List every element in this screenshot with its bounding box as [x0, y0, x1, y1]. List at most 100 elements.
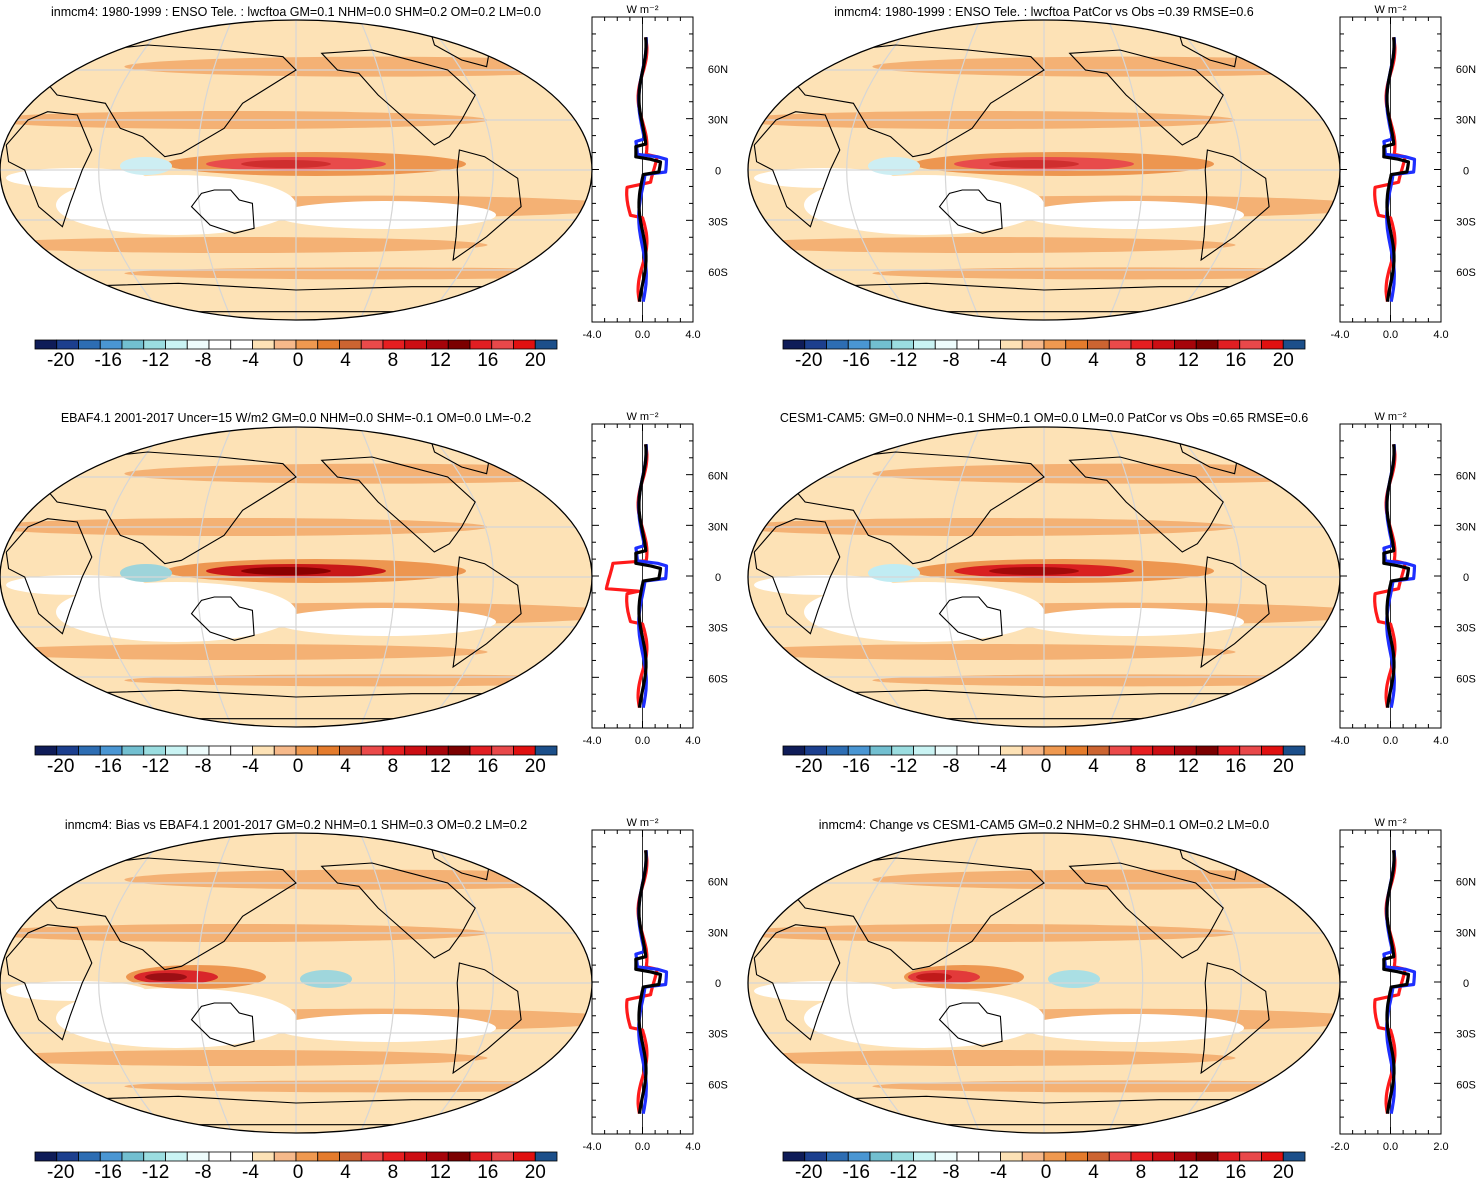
graticule-lon: [196, 427, 233, 727]
colorbar-swatch: [956, 339, 980, 350]
lat-label: 30N: [1456, 927, 1476, 939]
coastline: [1200, 962, 1270, 1075]
contour-white: [1024, 1014, 1244, 1042]
colorbar-swatch: [847, 745, 871, 756]
colorbar-swatch: [273, 745, 297, 756]
graticule-lon: [1107, 20, 1144, 320]
zonal-tick-label: -4.0: [583, 735, 602, 747]
colorbar-label: -12: [142, 756, 169, 777]
colorbar-swatch: [491, 339, 514, 350]
colorbar-label: -12: [890, 1162, 917, 1183]
colorbar-swatch: [1130, 1151, 1154, 1162]
lat-label: 0: [1463, 166, 1469, 178]
zonal-mean-panel-p3: W m⁻² -4.0 0.0 4.0 60N 30N 0 30S 60S: [583, 411, 729, 747]
colorbar-label: -16: [842, 1162, 869, 1183]
colorbar-swatch: [1000, 1151, 1023, 1162]
colorbar-swatch: [99, 1151, 123, 1162]
contour-band: [0, 1050, 488, 1066]
coastline: [1200, 149, 1270, 262]
zonal-mean-panel-p1: W m⁻² -4.0 0.0 4.0 60N 30N 0 30S 60S: [583, 4, 729, 341]
contour-cold: [120, 157, 172, 175]
graticule-lon: [196, 20, 233, 320]
colorbar-swatch: [56, 745, 79, 756]
lat-label: 60N: [708, 877, 728, 889]
colorbar-swatch: [99, 745, 123, 756]
graticule-lon: [944, 20, 981, 320]
colorbar-swatch: [230, 1151, 253, 1162]
colorbar-swatch: [782, 745, 806, 756]
zonal-tick-label: -4.0: [583, 1141, 602, 1153]
zonal-line-2: [634, 444, 663, 708]
panel-title-p1: inmcm4: 1980-1999 : ENSO Tele. : lwcftoa…: [51, 5, 541, 19]
colorbar-swatch: [513, 1151, 536, 1162]
colorbar-swatch: [869, 1151, 893, 1162]
colorbar-swatch: [913, 339, 936, 350]
colorbar-swatch: [913, 745, 936, 756]
colorbar-label: 20: [1273, 1162, 1294, 1183]
colorbar-label: 4: [340, 350, 351, 371]
lat-label: 30S: [708, 623, 728, 635]
contour-anomaly: [989, 567, 1079, 575]
colorbar-swatch: [426, 1151, 449, 1162]
colorbar-swatch: [1087, 1151, 1110, 1162]
colorbar-swatch: [1174, 745, 1197, 756]
colorbar-label: 20: [1273, 756, 1294, 777]
colorbar-swatch: [165, 339, 188, 350]
colorbar-swatch: [1108, 745, 1132, 756]
colorbar-label: -12: [890, 350, 917, 371]
colorbar-swatch: [934, 1151, 958, 1162]
colorbar-label: 4: [1088, 1162, 1099, 1183]
graticule-lon: [196, 833, 233, 1133]
contour-anomaly: [989, 160, 1079, 168]
lat-label: 30S: [708, 216, 728, 228]
colorbar-label: -12: [890, 756, 917, 777]
colorbar-label: 0: [1041, 756, 1052, 777]
colorbar-swatch: [934, 745, 958, 756]
colorbar-swatch: [534, 745, 558, 756]
colorbar-swatch: [252, 1151, 275, 1162]
coastline: [753, 924, 841, 1041]
colorbar-swatch: [1261, 745, 1284, 756]
colorbar-swatch: [1000, 745, 1023, 756]
contour-white: [276, 1014, 496, 1042]
zonal-mean-panel-p4: W m⁻² -4.0 0.0 4.0 60N 30N 0 30S 60S: [1331, 411, 1477, 747]
colorbar-swatch: [804, 339, 827, 350]
graticule-lon: [1171, 833, 1242, 1133]
colorbar-swatch: [121, 339, 145, 350]
colorbar-swatch: [1043, 1151, 1067, 1162]
colorbar-5: -20 -16 -12 -8 -4 0 4 8 12 16 20: [782, 1151, 1306, 1183]
zonal-tick-label: -4.0: [583, 329, 602, 341]
colorbar-swatch: [1021, 745, 1045, 756]
colorbar-label: 0: [1041, 350, 1052, 371]
colorbar-label: 0: [293, 1162, 304, 1183]
lat-label: 60N: [1456, 471, 1476, 483]
colorbar-swatch: [804, 1151, 827, 1162]
coastline: [1068, 456, 1224, 553]
colorbar-swatch: [447, 1151, 471, 1162]
colorbar-swatch: [956, 1151, 980, 1162]
contour-anomaly: [241, 160, 331, 168]
graticule-lon: [1171, 20, 1242, 320]
contour-band: [748, 237, 1236, 253]
colorbar-label: -16: [842, 756, 869, 777]
colorbar-swatch: [230, 339, 253, 350]
zonal-units: W m⁻²: [626, 411, 658, 423]
coastline: [5, 111, 93, 228]
lat-label: 0: [715, 572, 721, 584]
colorbar-label: 12: [430, 756, 451, 777]
lat-label: 0: [1463, 572, 1469, 584]
colorbar-swatch: [1108, 1151, 1132, 1162]
graticule-lon: [846, 20, 917, 320]
colorbar-swatch: [208, 1151, 232, 1162]
colorbar-label: 12: [1178, 756, 1199, 777]
lat-label: 60S: [708, 673, 728, 685]
colorbar-swatch: [165, 1151, 188, 1162]
colorbar-swatch: [121, 745, 145, 756]
colorbar-label: 8: [388, 350, 399, 371]
map-panel-p4: [747, 426, 1341, 728]
zonal-tick-label: 4.0: [685, 735, 700, 747]
graticule-lon: [359, 20, 396, 320]
graticule-lon: [423, 427, 494, 727]
colorbar-label: -20: [47, 756, 74, 777]
